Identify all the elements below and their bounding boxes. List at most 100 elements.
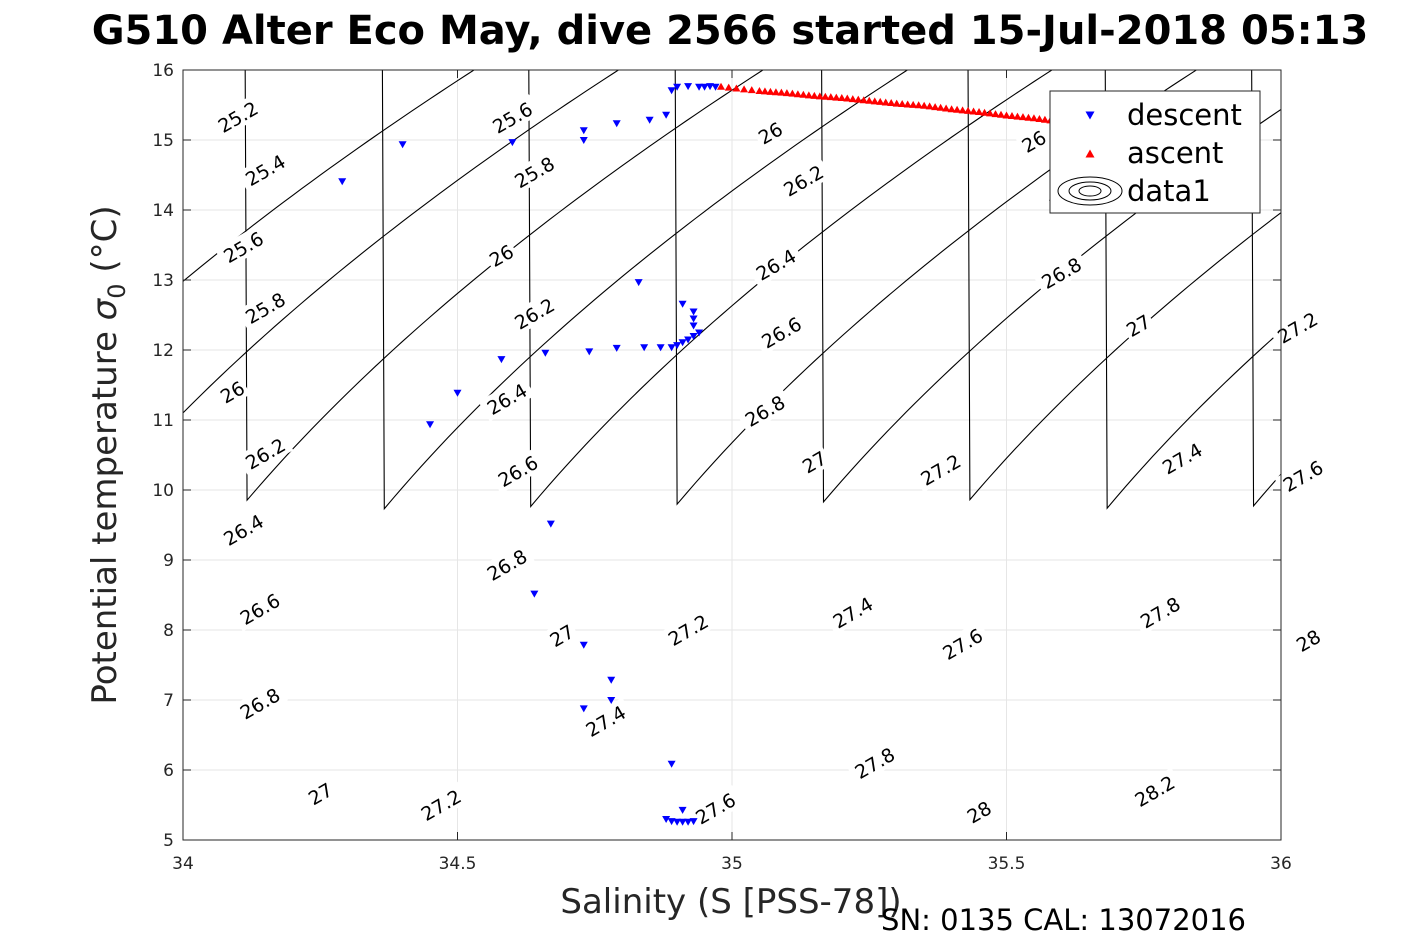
contour-label-group: 27.6 [1274,452,1332,499]
contour-label-halo [482,237,520,273]
descent-point [673,818,682,826]
contour-label-halo [846,739,903,786]
ascent-point [870,97,879,105]
legend-descent-label: descent [1127,98,1242,132]
descent-point [678,300,687,308]
ascent-point [1013,112,1022,120]
descent-point [711,83,720,91]
descent-point [689,333,698,340]
contour-label-halo [214,223,272,270]
descent-point [640,344,649,352]
x-tick-label: 34.5 [439,854,477,874]
contour-label-halo [1274,452,1332,499]
descent-point [612,120,621,128]
ascent-point [958,106,967,114]
descent-point [645,116,654,124]
ascent-point [717,82,726,90]
ascent-point [920,101,929,109]
contour-label-halo [505,148,563,195]
contour-label-halo [236,430,294,477]
contour-label-halo [1289,622,1327,658]
descent-point [607,697,616,704]
ascent-point [755,87,764,94]
chart-title: G510 Alter Eco May, dive 2566 started 15… [92,8,1369,54]
y-tick-label: 11 [152,411,174,431]
ascent-point [799,90,808,98]
descent-point [667,760,676,768]
contour-label-halo [752,309,810,356]
ascent-point [732,84,741,92]
descent-point [678,339,687,347]
contour-label-halo [236,284,294,331]
legend-box [1049,90,1261,214]
descent-point [673,83,682,91]
ascent-point [859,96,868,104]
contour-label-halo [478,541,535,588]
contour-label-halo [209,93,266,140]
ascent-point [991,110,1000,118]
descent-series [338,83,720,826]
ascent-point [887,99,896,107]
contour-label-halo [478,375,535,422]
ascent-point [986,109,995,117]
ascent-point [964,106,973,114]
contour-label-halo [751,115,789,150]
ascent-point [969,107,978,115]
ascent-point [832,93,841,101]
ascent-point [848,95,857,103]
legend-descent-marker [1085,111,1095,120]
y-tick-label: 14 [152,201,174,221]
contour-label-halo [934,620,991,667]
contour-label-halo [236,146,294,193]
contour-label-halo [489,447,546,494]
y-tick-label: 12 [152,341,174,361]
density-contour-line [967,70,1281,502]
contour-label-halo [686,785,744,832]
ascent-point [804,91,813,99]
ascent-point [854,95,863,103]
contour-label-halo [505,290,563,337]
descent-point [579,641,588,649]
legend: descent ascent data1 [1049,90,1261,214]
contour-label-halo [1015,123,1052,159]
descent-point [530,590,539,598]
contour-label-halo [301,776,339,811]
legend-contour-ring-inner [1078,185,1102,197]
density-contour-line [528,70,1053,508]
ascent-point [931,103,940,111]
ascent-point [925,102,934,110]
ascent-point [760,87,769,95]
ascent-point [936,103,945,111]
descent-point [579,705,588,713]
legend-contour-ring-middle [1068,181,1112,201]
y-tick-label: 9 [163,551,174,571]
contour-label-halo [824,589,881,636]
contour-label-halo [231,680,288,727]
contour-label-group: 28 [1289,622,1327,658]
descent-point [689,322,698,330]
contour-label-halo [543,617,580,653]
contour-label-halo [1131,589,1189,636]
descent-point [612,344,621,352]
contour-label-halo [214,506,272,553]
density-contour-line [183,70,620,414]
contour-label-halo [736,387,793,434]
ascent-point [1029,114,1038,122]
ascent-point [843,94,852,102]
y-tick-label: 13 [152,271,174,291]
ascent-point [898,100,907,108]
y-axis-label: Potential temperature σ0 (°C) [85,205,131,704]
descent-point [607,676,616,684]
ascent-point [1024,113,1033,121]
descent-point [546,520,555,528]
x-axis-label: Salinity (S [PSS-78]) [560,882,901,922]
ascent-point [909,100,918,108]
ascent-point [903,100,912,108]
ascent-point [1002,111,1011,119]
y-axis-label-subscript: 0 [103,283,131,298]
ascent-point [815,92,824,100]
y-axis-label-symbol: σ [85,297,125,320]
density-contour-line [381,70,909,511]
descent-point [662,111,671,119]
x-tick-label: 35.5 [988,854,1026,874]
